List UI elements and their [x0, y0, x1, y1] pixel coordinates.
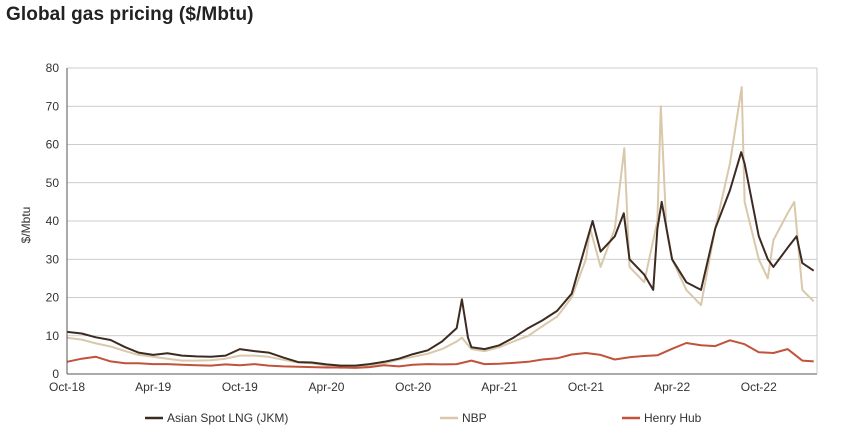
x-tick-label: Apr-21	[481, 380, 517, 394]
x-tick-label: Oct-19	[222, 380, 258, 394]
y-tick-label: 10	[46, 329, 60, 343]
y-tick-label: 20	[46, 291, 60, 305]
x-tick-label: Apr-20	[308, 380, 344, 394]
gridlines	[67, 67, 817, 375]
y-tick-label: 50	[46, 176, 60, 190]
series-line-0	[66, 151, 815, 367]
series-lines	[66, 86, 815, 369]
legend-label: NBP	[462, 411, 487, 425]
x-tick-label: Oct-22	[741, 380, 777, 394]
series-line-2	[66, 339, 814, 369]
y-tick-label: 30	[46, 252, 60, 266]
axes: 0 10 20 30 40 50 60 70 80 Oct-18 Apr-19 Oct-19 Apr-2…	[46, 61, 818, 394]
x-tick-label: Oct-21	[568, 380, 604, 394]
chart-title: Global gas pricing ($/Mbtu)	[6, 4, 254, 25]
legend: Asian Spot LNG (JKM) NBP Henry Hub	[145, 411, 702, 425]
x-tick-label: Apr-22	[654, 380, 690, 394]
x-tick-label: Oct-18	[49, 380, 85, 394]
legend-label: Asian Spot LNG (JKM)	[167, 411, 288, 425]
y-tick-label: 40	[46, 214, 60, 228]
x-tick-label: Apr-19	[135, 380, 171, 394]
y-tick-label: 60	[46, 138, 60, 152]
y-tick-label: 80	[46, 61, 60, 75]
y-tick-label: 70	[46, 99, 60, 113]
y-axis-title: $/Mbtu	[19, 207, 33, 244]
series-line-1	[66, 86, 815, 369]
y-tick-label: 0	[52, 367, 59, 381]
x-tick-label: Oct-20	[395, 380, 431, 394]
legend-label: Henry Hub	[644, 411, 702, 425]
